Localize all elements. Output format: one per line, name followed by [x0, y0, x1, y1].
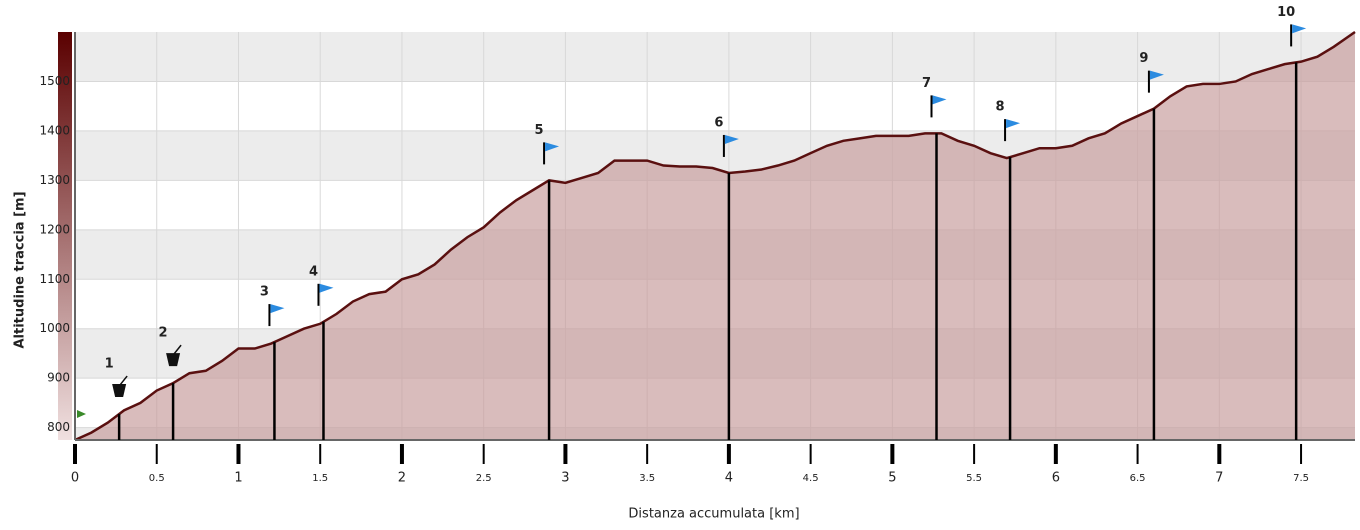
x-tick-label: 3: [561, 471, 569, 486]
y-tick-label: 800: [47, 420, 70, 434]
x-tick-label: 7.5: [1293, 473, 1309, 484]
x-tick-label: 1.5: [312, 473, 328, 484]
x-tick-label: 4: [725, 471, 733, 486]
waypoint-label: 4: [309, 264, 318, 279]
waypoint-label: 9: [1139, 51, 1148, 66]
x-tick-label: 1: [234, 471, 242, 486]
waypoint-label: 10: [1277, 5, 1295, 20]
waypoint-label: 5: [535, 123, 544, 138]
start-flag: [77, 410, 86, 418]
legend-gradient: [58, 32, 72, 440]
x-tick-label: 7: [1215, 471, 1223, 486]
area: [75, 32, 1355, 440]
y-tick-label: 1400: [39, 123, 70, 137]
waypoint-flag: [545, 142, 560, 152]
x-tick-label: 3.5: [639, 473, 655, 484]
y-tick-label: 1500: [39, 74, 70, 88]
waypoint-flag: [319, 283, 334, 293]
waypoint-label: 1: [105, 357, 114, 372]
y-tick-label: 1100: [39, 272, 70, 286]
y-tick-label: 1200: [39, 222, 70, 236]
x-tick-label: 0.5: [149, 473, 165, 484]
x-tick-label: 2: [398, 471, 406, 486]
waypoint-cup: [112, 384, 127, 398]
waypoint-flag: [1292, 24, 1307, 34]
y-tick-label: 1300: [39, 173, 70, 187]
waypoint-flag: [724, 134, 739, 144]
grid-band: [75, 32, 1355, 82]
waypoint-label: 8: [996, 100, 1005, 115]
waypoint-flag: [1006, 119, 1021, 129]
x-tick-label: 6: [1052, 471, 1060, 486]
x-tick-label: 2.5: [476, 473, 492, 484]
waypoint-straw: [172, 344, 182, 356]
x-tick-label: 5.5: [966, 473, 982, 484]
x-axis-label: Distanza accumulata [km]: [628, 507, 799, 522]
x-tick-label: 0: [71, 471, 79, 486]
waypoint-flag: [932, 95, 947, 105]
waypoint-cup: [166, 353, 181, 367]
waypoint-label: 2: [159, 326, 168, 341]
waypoint-flag: [1149, 70, 1164, 80]
line: [74, 30, 1356, 442]
x-tick-label: 6.5: [1130, 473, 1146, 484]
y-axis-label: Altitudine traccia [m]: [13, 191, 28, 348]
waypoint-flag: [270, 304, 285, 314]
waypoint-label: 6: [714, 115, 723, 130]
y-tick-label: 900: [47, 371, 70, 385]
x-tick-label: 5: [888, 471, 896, 486]
waypoint-label: 7: [922, 76, 931, 91]
x-tick-label: 4.5: [803, 473, 819, 484]
waypoint-label: 3: [260, 285, 269, 300]
y-tick-label: 1000: [39, 321, 70, 335]
waypoint-straw: [118, 375, 128, 387]
